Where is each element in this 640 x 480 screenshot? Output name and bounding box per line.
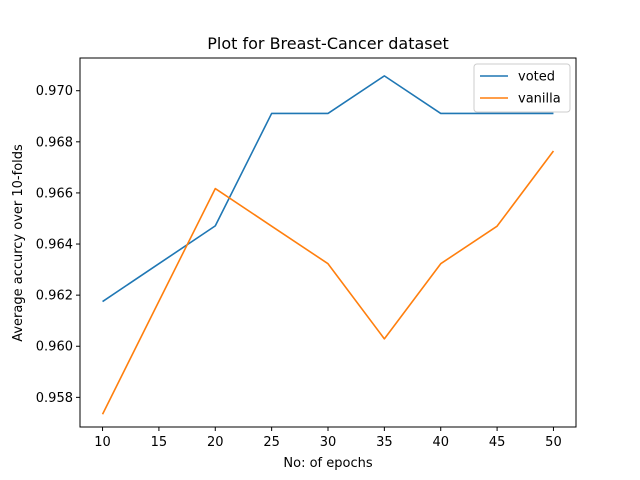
legend-label-voted: voted xyxy=(518,70,555,85)
x-tick-label: 25 xyxy=(263,435,280,450)
x-tick-label: 35 xyxy=(376,435,393,450)
y-tick-label: 0.968 xyxy=(36,135,73,150)
x-tick-label: 40 xyxy=(432,435,449,450)
x-axis-label: No: of epochs xyxy=(283,456,372,471)
chart-title: Plot for Breast-Cancer dataset xyxy=(207,34,448,53)
y-tick-label: 0.964 xyxy=(36,238,73,253)
y-tick-label: 0.966 xyxy=(36,186,73,201)
x-tick-label: 20 xyxy=(207,435,224,450)
x-tick-label: 10 xyxy=(94,435,111,450)
legend: voted vanilla xyxy=(473,63,571,113)
x-tick-label: 45 xyxy=(489,435,506,450)
x-axis: 10 15 20 25 30 35 40 45 50 xyxy=(94,427,562,450)
y-tick-label: 0.962 xyxy=(36,289,73,304)
y-axis-label: Average accurcy over 10-folds xyxy=(11,144,26,342)
y-tick-label: 0.958 xyxy=(36,391,73,406)
series-line-vanilla xyxy=(101,150,555,415)
x-tick-label: 30 xyxy=(320,435,337,450)
series-layer xyxy=(101,75,555,415)
series-line-voted xyxy=(102,75,554,303)
y-tick-label: 0.970 xyxy=(36,84,73,99)
y-tick-label: 0.960 xyxy=(36,340,73,355)
y-axis: 0.958 0.960 0.962 0.964 0.966 0.968 0.970 xyxy=(36,84,80,406)
x-tick-label: 15 xyxy=(151,435,168,450)
x-tick-label: 50 xyxy=(545,435,562,450)
legend-label-vanilla: vanilla xyxy=(518,92,561,107)
